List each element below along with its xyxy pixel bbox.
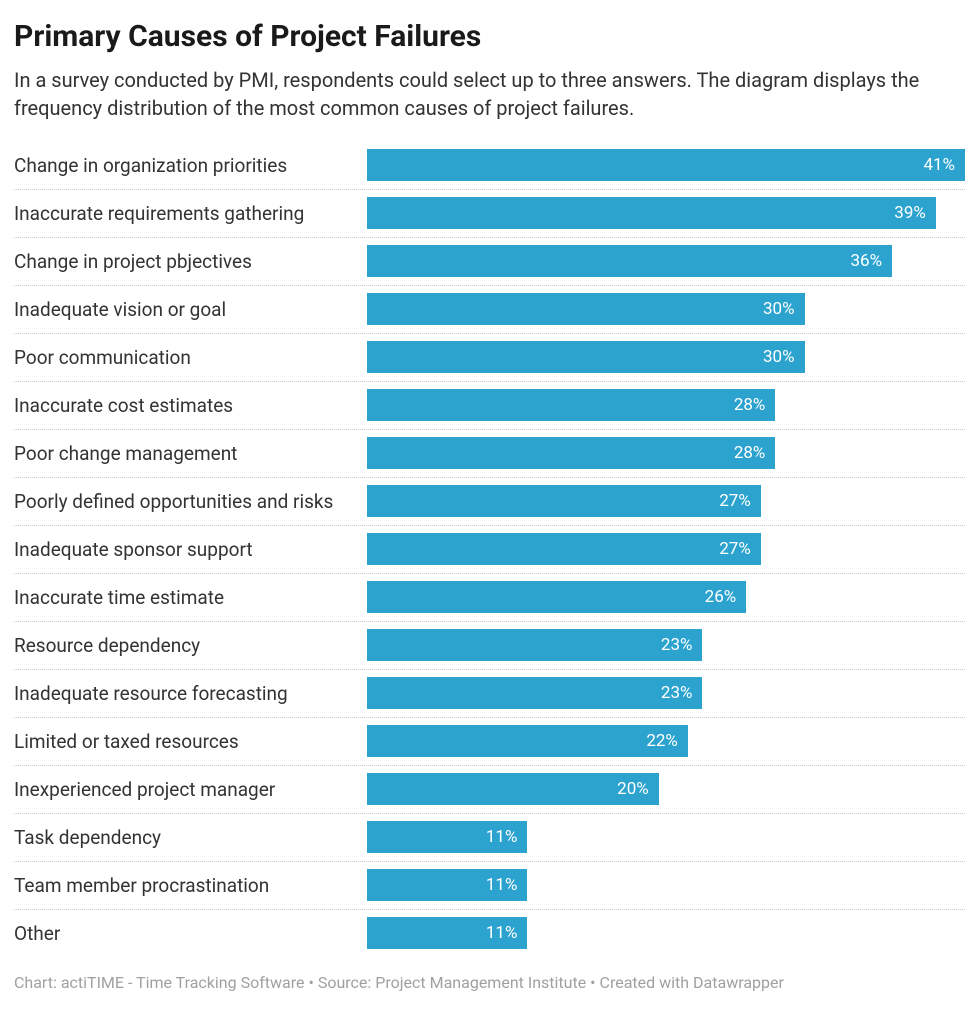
bar-label: Resource dependency xyxy=(14,634,367,657)
bar: 22% xyxy=(367,725,688,757)
bar-value: 26% xyxy=(705,587,737,607)
bar-track: 11% xyxy=(367,869,965,901)
bar-label: Team member procrastination xyxy=(14,874,367,897)
bar: 30% xyxy=(367,293,805,325)
bar-value: 22% xyxy=(646,731,678,751)
bar-value: 20% xyxy=(617,779,649,799)
bar-label: Inadequate sponsor support xyxy=(14,538,367,561)
bar-row: Change in project pbjectives 36% xyxy=(14,238,965,286)
bar: 23% xyxy=(367,677,702,709)
bar-track: 30% xyxy=(367,293,965,325)
bar-track: 20% xyxy=(367,773,965,805)
bar-row: Other 11% xyxy=(14,910,965,957)
bar-chart: Change in organization priorities 41% Inac… xyxy=(14,142,965,957)
bar: 20% xyxy=(367,773,659,805)
bar-value: 27% xyxy=(719,491,751,511)
bar-track: 36% xyxy=(367,245,965,277)
bar-value: 36% xyxy=(851,251,883,271)
bar-label: Limited or taxed resources xyxy=(14,730,367,753)
bar-row: Poor change management 28% xyxy=(14,430,965,478)
bar-value: 30% xyxy=(763,299,795,319)
bar-value: 11% xyxy=(486,875,518,895)
bar-value: 28% xyxy=(734,443,766,463)
bar-row: Inadequate sponsor support 27% xyxy=(14,526,965,574)
chart-container: Primary Causes of Project Failures In a … xyxy=(0,0,979,1006)
bar-row: Team member procrastination 11% xyxy=(14,862,965,910)
bar: 27% xyxy=(367,485,761,517)
bar-label: Inadequate resource forecasting xyxy=(14,682,367,705)
bar-value: 39% xyxy=(894,203,926,223)
bar-track: 11% xyxy=(367,821,965,853)
bar-track: 28% xyxy=(367,389,965,421)
bar: 36% xyxy=(367,245,892,277)
bar-track: 11% xyxy=(367,917,965,949)
bar: 41% xyxy=(367,149,965,181)
bar-row: Inaccurate time estimate 26% xyxy=(14,574,965,622)
bar-label: Inexperienced project manager xyxy=(14,778,367,801)
bar-row: Inadequate vision or goal 30% xyxy=(14,286,965,334)
bar-label: Inaccurate time estimate xyxy=(14,586,367,609)
bar: 11% xyxy=(367,917,527,949)
bar: 27% xyxy=(367,533,761,565)
chart-subtitle: In a survey conducted by PMI, respondent… xyxy=(14,66,965,122)
bar-label: Change in organization priorities xyxy=(14,154,367,177)
bar-value: 23% xyxy=(661,635,693,655)
bar-value: 30% xyxy=(763,347,795,367)
bar-label: Inadequate vision or goal xyxy=(14,298,367,321)
bar: 30% xyxy=(367,341,805,373)
bar-value: 41% xyxy=(923,155,955,175)
bar-track: 26% xyxy=(367,581,965,613)
bar-row: Change in organization priorities 41% xyxy=(14,142,965,190)
bar-track: 27% xyxy=(367,533,965,565)
bar-row: Poor communication 30% xyxy=(14,334,965,382)
bar-value: 23% xyxy=(661,683,693,703)
bar-value: 27% xyxy=(719,539,751,559)
bar-label: Change in project pbjectives xyxy=(14,250,367,273)
bar-track: 39% xyxy=(367,197,965,229)
bar-value: 11% xyxy=(486,923,518,943)
bar: 39% xyxy=(367,197,936,229)
bar-track: 41% xyxy=(367,149,965,181)
bar-label: Inaccurate cost estimates xyxy=(14,394,367,417)
bar-label: Other xyxy=(14,922,367,945)
bar-label: Poor change management xyxy=(14,442,367,465)
bar-row: Inaccurate cost estimates 28% xyxy=(14,382,965,430)
bar: 28% xyxy=(367,437,775,469)
bar-value: 11% xyxy=(486,827,518,847)
bar-row: Inexperienced project manager 20% xyxy=(14,766,965,814)
bar-track: 22% xyxy=(367,725,965,757)
bar-label: Poor communication xyxy=(14,346,367,369)
bar-track: 28% xyxy=(367,437,965,469)
chart-footer: Chart: actiTIME - Time Tracking Software… xyxy=(14,973,965,992)
bar-value: 28% xyxy=(734,395,766,415)
bar-track: 27% xyxy=(367,485,965,517)
bar-row: Poorly defined opportunities and risks 27… xyxy=(14,478,965,526)
bar: 23% xyxy=(367,629,702,661)
bar-row: Inadequate resource forecasting 23% xyxy=(14,670,965,718)
bar-label: Inaccurate requirements gathering xyxy=(14,202,367,225)
bar: 28% xyxy=(367,389,775,421)
bar-row: Limited or taxed resources 22% xyxy=(14,718,965,766)
bar-row: Resource dependency 23% xyxy=(14,622,965,670)
chart-title: Primary Causes of Project Failures xyxy=(14,18,965,56)
bar-row: Task dependency 11% xyxy=(14,814,965,862)
bar: 11% xyxy=(367,821,527,853)
bar: 26% xyxy=(367,581,746,613)
bar: 11% xyxy=(367,869,527,901)
bar-track: 23% xyxy=(367,629,965,661)
bar-track: 23% xyxy=(367,677,965,709)
bar-label: Task dependency xyxy=(14,826,367,849)
bar-track: 30% xyxy=(367,341,965,373)
bar-row: Inaccurate requirements gathering 39% xyxy=(14,190,965,238)
bar-label: Poorly defined opportunities and risks xyxy=(14,490,367,513)
